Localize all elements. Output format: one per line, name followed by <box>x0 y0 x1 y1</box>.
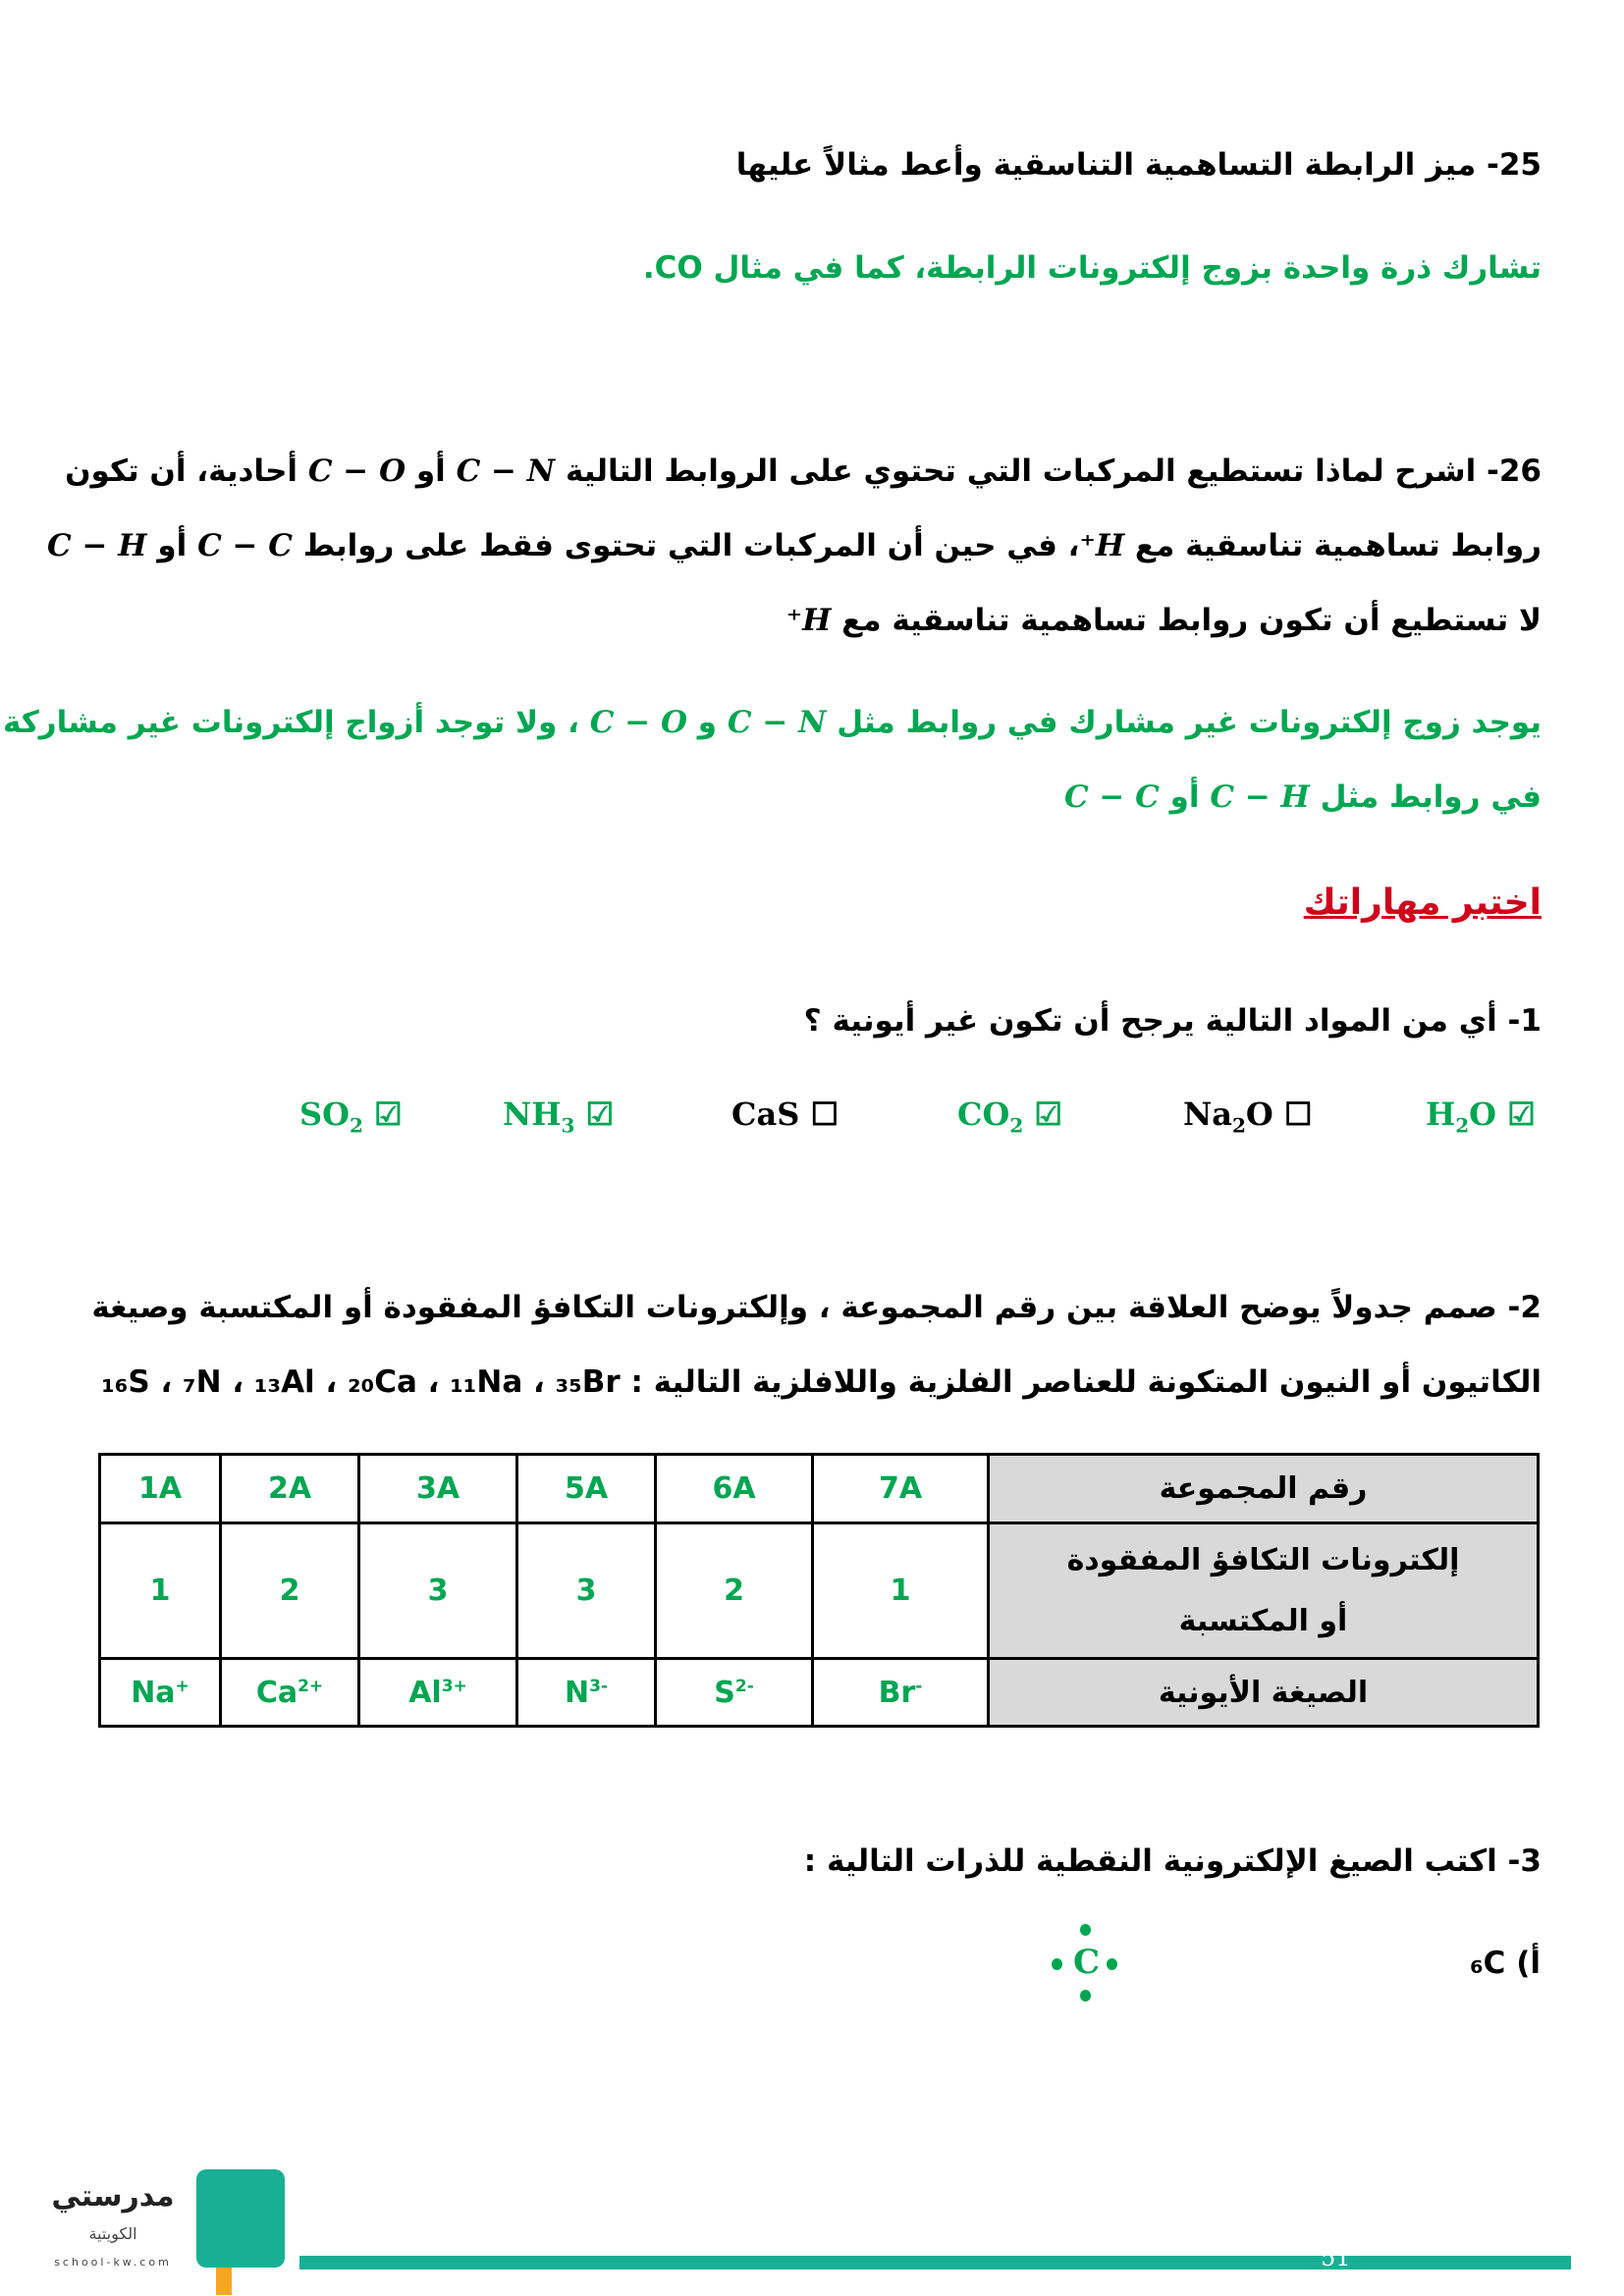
table-cell: 3 <box>515 1522 657 1660</box>
option-item[interactable]: SO2 ☑ <box>299 1095 403 1137</box>
table-cell: S2- <box>654 1657 814 1728</box>
table-cell: 1A <box>98 1453 222 1524</box>
table-cell: 2 <box>219 1522 360 1660</box>
option-item[interactable]: Na2O ☐ <box>1183 1095 1313 1137</box>
formula: Na2O <box>1183 1095 1273 1138</box>
logo-subtext: الكويتية <box>88 2224 137 2243</box>
bond-cn: C − N <box>727 705 827 740</box>
q26-answer1: يوجد زوج إلكترونات غير مشارك في روابط مث… <box>3 701 1542 744</box>
formula: CO2 <box>957 1095 1024 1138</box>
page-number: 51 <box>1321 2244 1351 2271</box>
table-cell: 2 <box>654 1522 814 1660</box>
logo-icon <box>196 2169 285 2268</box>
lewis-dot-carbon: C <box>1046 1919 1124 2007</box>
text: أو <box>1159 779 1211 815</box>
bond-cn: C − N <box>456 454 556 489</box>
formula: H2O <box>1426 1095 1497 1138</box>
option-item[interactable]: CO2 ☑ <box>957 1095 1062 1137</box>
option-item[interactable]: CaS ☐ <box>731 1095 839 1133</box>
s1-question: 1- أي من المواد التالية يرجح أن تكون غير… <box>803 1003 1542 1039</box>
table-cell: 3A <box>357 1453 518 1524</box>
table-cell: 1 <box>98 1522 222 1660</box>
bond-co: C − O <box>589 705 687 740</box>
formula: CaS <box>731 1095 800 1133</box>
table-cell: N3- <box>515 1657 657 1728</box>
empty-box-icon[interactable]: ☐ <box>810 1095 839 1133</box>
electron-dot <box>1080 1924 1091 1936</box>
bond-co: C − O <box>307 454 406 489</box>
h-plus: H⁺ <box>1079 528 1125 563</box>
q26-line1: 26- اشرح لماذا تستطيع المركبات التي تحتو… <box>65 450 1542 493</box>
table-cell: Na+ <box>98 1657 222 1728</box>
elements-list: ₁₆S ، ₇N ، ₁₃Al ، ₂₀Ca ، ₁₁Na ، ₃₅Br <box>101 1364 621 1400</box>
table-cell: 1 <box>811 1522 990 1660</box>
formula: NH3 <box>503 1095 575 1138</box>
text: روابط تساهمية تناسقية مع <box>1124 528 1542 563</box>
q25-question: 25- ميز الرابطة التساهمية التناسقية وأعط… <box>735 147 1542 183</box>
table-cell: Ca2+ <box>219 1657 360 1728</box>
h-plus: H⁺ <box>785 603 832 638</box>
bond-cc: C − C <box>1063 779 1160 815</box>
table-cell: 3 <box>357 1522 518 1660</box>
table-cell: Br- <box>811 1657 990 1728</box>
footer-bar <box>299 2256 1571 2269</box>
checked-box-icon[interactable]: ☑ <box>585 1095 615 1133</box>
text: أحادية، أن تكون <box>65 454 308 489</box>
checked-box-icon[interactable]: ☑ <box>1507 1095 1536 1133</box>
q26-answer2: في روابط مثل C − H أو C − C <box>1064 775 1542 819</box>
s3-question: 3- اكتب الصيغ الإلكترونية النقطية للذرات… <box>803 1843 1542 1879</box>
formula: SO2 <box>299 1095 363 1138</box>
bond-ch: C − H <box>1210 779 1310 815</box>
s2-line1: 2- صمم جدولاً يوضح العلاقة بين رقم المجم… <box>91 1290 1542 1325</box>
text: ، في حين أن المركبات التي تحتوى فقط على … <box>292 528 1080 563</box>
bond-cc: C − C <box>197 528 293 563</box>
empty-box-icon[interactable]: ☐ <box>1283 1095 1313 1133</box>
text: يوجد زوج إلكترونات غير مشارك في روابط مث… <box>826 705 1542 740</box>
row-header: الصيغة الأيونية <box>987 1657 1540 1728</box>
skills-heading: اختبر مهاراتك <box>1303 882 1542 923</box>
table-cell: 2A <box>219 1453 360 1524</box>
logo-site: school-kw.com <box>54 2256 172 2269</box>
text: في روابط مثل <box>1309 779 1542 815</box>
electron-dot <box>1052 1958 1062 1970</box>
text: ، ولا توجد أزواج إلكترونات غير مشاركة <box>2 705 590 740</box>
q25-answer: تشارك ذرة واحدة بزوج إلكترونات الرابطة، … <box>642 250 1542 286</box>
checked-box-icon[interactable]: ☑ <box>374 1095 403 1133</box>
logo-pencil-icon <box>216 2268 232 2295</box>
electron-dot <box>1080 1990 1091 2002</box>
text: أو <box>406 454 457 489</box>
checked-box-icon[interactable]: ☑ <box>1034 1095 1063 1133</box>
table-cell: Al3+ <box>357 1657 518 1728</box>
group-table: 1A 2A 3A 5A 6A 7A رقم المجموعة 1 2 3 3 2 1 إلكترونات… <box>98 1453 1540 1728</box>
lewis-symbol: C <box>1073 1943 1101 1982</box>
option-item[interactable]: NH3 ☑ <box>503 1095 614 1137</box>
bond-ch: C − H <box>47 528 147 563</box>
s2-line2: الكاتيون أو النيون المتكونة للعناصر الفل… <box>101 1361 1542 1404</box>
row-header: رقم المجموعة <box>987 1453 1540 1524</box>
text: و <box>687 705 728 740</box>
school-logo: مدرستي الكويتية school-kw.com <box>29 2160 285 2296</box>
q26-line2: روابط تساهمية تناسقية مع H⁺، في حين أن ا… <box>47 524 1542 567</box>
s3-item-a: أ) ₆C <box>1470 1946 1541 1981</box>
logo-text: مدرستي <box>51 2179 175 2214</box>
electron-dot <box>1107 1958 1117 1970</box>
row-header: إلكترونات التكافؤ المفقودة أو المكتسبة <box>987 1522 1540 1660</box>
table-cell: 5A <box>515 1453 657 1524</box>
text: الكاتيون أو النيون المتكونة للعناصر الفل… <box>620 1364 1542 1400</box>
q26-line3: لا تستطيع أن تكون روابط تساهمية تناسقية … <box>786 599 1542 642</box>
table-cell: 6A <box>654 1453 814 1524</box>
text: لا تستطيع أن تكون روابط تساهمية تناسقية … <box>831 603 1542 638</box>
text: أو <box>146 528 198 563</box>
option-item[interactable]: H2O ☑ <box>1426 1095 1536 1137</box>
text: 26- اشرح لماذا تستطيع المركبات التي تحتو… <box>555 454 1542 489</box>
table-cell: 7A <box>811 1453 990 1524</box>
